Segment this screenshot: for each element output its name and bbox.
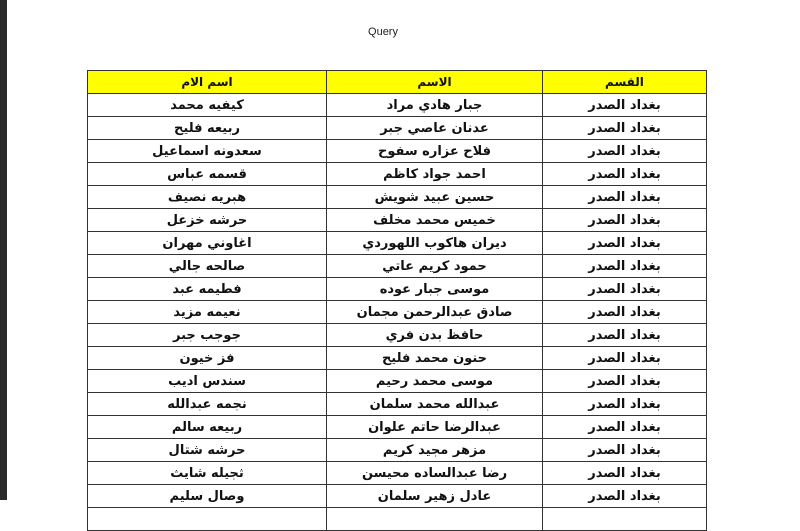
cell-mother-name: قسمه عباس [87, 162, 327, 186]
cell-name: فلاح عزاره سفوح [326, 139, 543, 163]
table-row: بغداد الصدر عبدالله محمد سلمان نجمه عبدالل… [87, 392, 707, 416]
cell-department: بغداد الصدر [542, 162, 707, 186]
cell-name: جبار هادي مراد [326, 93, 543, 117]
cell-department: بغداد الصدر [542, 254, 707, 278]
table-row: بغداد الصدر خميس محمد مخلف حرشه خزعل [87, 208, 707, 232]
table-row: بغداد الصدر حسين عبيد شويش هبريه نصيف [87, 185, 707, 209]
cell-department: بغداد الصدر [542, 231, 707, 255]
results-table: القسم الاسم اسم الام بغداد الصدر جبار هاد… [87, 70, 707, 531]
table-row: بغداد الصدر موسى محمد رحيم سندس اديب [87, 369, 707, 393]
table-row: بغداد الصدر مزهر مجيد كريم حرشه شتال [87, 438, 707, 462]
cell-name: رضا عبدالساده محيسن [326, 461, 543, 485]
table-row: بغداد الصدر حافظ بدن فري جوجب جبر [87, 323, 707, 347]
cell-mother-name: فطيمه عبد [87, 277, 327, 301]
table-row: بغداد الصدر عدنان عاصي جبر ربيعه فليح [87, 116, 707, 140]
document-title: Query [368, 26, 398, 38]
cell-mother-name: صالحه جالي [87, 254, 327, 278]
cell-name: ديران هاكوب اللهوردي [326, 231, 543, 255]
cell-mother-name: فز خيون [87, 346, 327, 370]
cell-name: حنون محمد فليح [326, 346, 543, 370]
cell-mother-name [87, 507, 327, 531]
cell-mother-name: جوجب جبر [87, 323, 327, 347]
cell-name: خميس محمد مخلف [326, 208, 543, 232]
cell-name: عدنان عاصي جبر [326, 116, 543, 140]
cell-department: بغداد الصدر [542, 438, 707, 462]
table-row: بغداد الصدر فلاح عزاره سفوح سعدونه اسماعيل [87, 139, 707, 163]
table-row: بغداد الصدر جبار هادي مراد كيفيه محمد [87, 93, 707, 117]
table-row: بغداد الصدر صادق عبدالرحمن مجمان نعيمه مزي… [87, 300, 707, 324]
table-row-partial [87, 507, 707, 531]
column-header-department: القسم [542, 70, 707, 94]
table-row: بغداد الصدر احمد جواد كاظم قسمه عباس [87, 162, 707, 186]
cell-name: مزهر مجيد كريم [326, 438, 543, 462]
cell-mother-name: نعيمه مزيد [87, 300, 327, 324]
cell-department: بغداد الصدر [542, 300, 707, 324]
cell-name: حسين عبيد شويش [326, 185, 543, 209]
cell-department: بغداد الصدر [542, 93, 707, 117]
cell-mother-name: اغاوني مهران [87, 231, 327, 255]
table-row: بغداد الصدر موسى جبار عوده فطيمه عبد [87, 277, 707, 301]
cell-mother-name: حرشه خزعل [87, 208, 327, 232]
cell-department: بغداد الصدر [542, 392, 707, 416]
cell-mother-name: نجمه عبدالله [87, 392, 327, 416]
cell-name: حافظ بدن فري [326, 323, 543, 347]
table-row: بغداد الصدر عبدالرضا حاتم علوان ربيعه سالم [87, 415, 707, 439]
cell-mother-name: ثجيله شايث [87, 461, 327, 485]
cell-name: صادق عبدالرحمن مجمان [326, 300, 543, 324]
cell-name: احمد جواد كاظم [326, 162, 543, 186]
cell-department: بغداد الصدر [542, 369, 707, 393]
viewer-edge [0, 0, 7, 500]
cell-department: بغداد الصدر [542, 116, 707, 140]
cell-name: عبدالله محمد سلمان [326, 392, 543, 416]
cell-name: موسى جبار عوده [326, 277, 543, 301]
cell-mother-name: وصال سليم [87, 484, 327, 508]
cell-department: بغداد الصدر [542, 461, 707, 485]
cell-name: عبدالرضا حاتم علوان [326, 415, 543, 439]
table-header-row: القسم الاسم اسم الام [87, 70, 707, 94]
cell-department [542, 507, 707, 531]
cell-mother-name: هبريه نصيف [87, 185, 327, 209]
cell-name [326, 507, 543, 531]
cell-department: بغداد الصدر [542, 139, 707, 163]
column-header-mother-name: اسم الام [87, 70, 327, 94]
table-row: بغداد الصدر عادل زهير سلمان وصال سليم [87, 484, 707, 508]
table-row: بغداد الصدر حمود كريم عاتي صالحه جالي [87, 254, 707, 278]
cell-department: بغداد الصدر [542, 185, 707, 209]
table-row: بغداد الصدر رضا عبدالساده محيسن ثجيله شايث [87, 461, 707, 485]
cell-mother-name: كيفيه محمد [87, 93, 327, 117]
cell-department: بغداد الصدر [542, 415, 707, 439]
cell-mother-name: ربيعه فليح [87, 116, 327, 140]
cell-department: بغداد الصدر [542, 484, 707, 508]
table-row: بغداد الصدر ديران هاكوب اللهوردي اغاوني مه… [87, 231, 707, 255]
cell-mother-name: ربيعه سالم [87, 415, 327, 439]
cell-mother-name: سعدونه اسماعيل [87, 139, 327, 163]
cell-department: بغداد الصدر [542, 277, 707, 301]
cell-name: عادل زهير سلمان [326, 484, 543, 508]
cell-mother-name: سندس اديب [87, 369, 327, 393]
cell-department: بغداد الصدر [542, 346, 707, 370]
cell-department: بغداد الصدر [542, 208, 707, 232]
table-row: بغداد الصدر حنون محمد فليح فز خيون [87, 346, 707, 370]
cell-name: حمود كريم عاتي [326, 254, 543, 278]
cell-name: موسى محمد رحيم [326, 369, 543, 393]
cell-department: بغداد الصدر [542, 323, 707, 347]
column-header-name: الاسم [326, 70, 543, 94]
cell-mother-name: حرشه شتال [87, 438, 327, 462]
